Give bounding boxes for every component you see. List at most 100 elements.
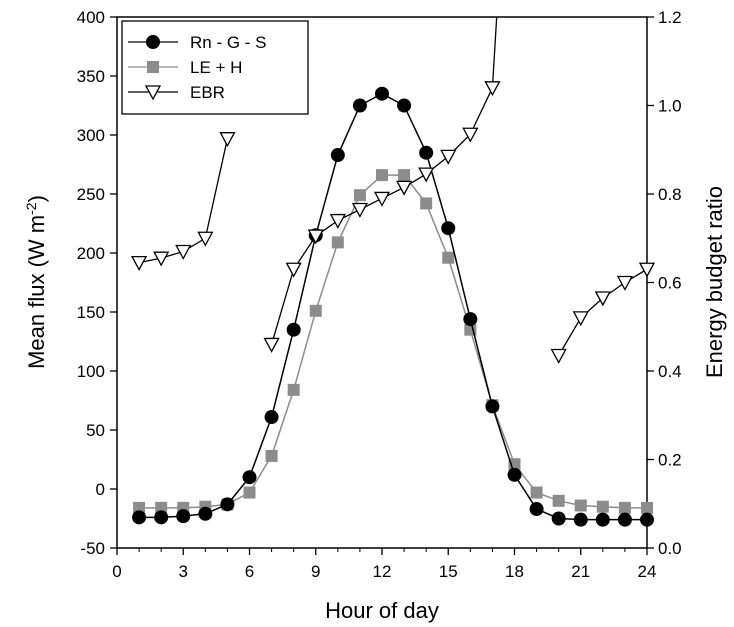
left-y-tick-label-150: 150 (77, 303, 105, 322)
point-le-h (331, 236, 344, 249)
left-y-tick-label-350: 350 (77, 67, 105, 86)
point-rn-g-s (573, 512, 588, 527)
point-rn-g-s (617, 512, 632, 527)
point-ebr (130, 255, 148, 271)
point-ebr (462, 127, 479, 143)
point-le-h (574, 499, 587, 512)
legend-marker-rn (146, 35, 160, 49)
point-rn-g-s (286, 322, 301, 337)
x-tick-label-18: 18 (505, 562, 524, 581)
left-y-tick-label-50: 50 (86, 421, 105, 440)
point-le-h (596, 500, 609, 513)
point-rn-g-s (529, 502, 544, 517)
left-y-axis-ticks: -50 0 50 100 150 200 250 300 350 400 (77, 8, 117, 558)
point-le-h (641, 501, 653, 514)
x-tick-label-6: 6 (245, 562, 254, 581)
x-tick-label-24: 24 (638, 562, 657, 581)
point-rn-g-s (154, 510, 169, 525)
point-ebr (440, 149, 457, 165)
point-rn-g-s (397, 98, 412, 113)
point-rn-g-s (463, 312, 478, 327)
point-ebr (307, 229, 324, 245)
right-y-tick-label-1.0: 1.0 (658, 97, 682, 116)
point-le-h (530, 486, 543, 499)
right-y-tick-label-0.0: 0.0 (658, 539, 682, 558)
x-axis-title: Hour of day (325, 598, 439, 623)
point-le-h (552, 494, 565, 507)
left-y-tick-label--50: -50 (80, 539, 105, 558)
point-rn-g-s (375, 86, 389, 101)
point-ebr (572, 311, 589, 327)
left-y-axis-title-sup: -2 (23, 202, 39, 215)
left-y-axis-title: Mean flux (W m-2) (23, 195, 49, 369)
point-ebr (594, 291, 611, 307)
point-rn-g-s (507, 467, 522, 482)
point-le-h (398, 169, 411, 182)
point-le-h (287, 383, 300, 396)
point-ebr (395, 180, 413, 196)
point-ebr (351, 202, 369, 218)
point-rn-g-s (640, 512, 654, 527)
point-ebr (418, 167, 435, 183)
point-rn-g-s (352, 98, 367, 113)
right-y-tick-label-0.8: 0.8 (658, 185, 682, 204)
point-rn-g-s (419, 145, 434, 160)
x-tick-label-21: 21 (571, 562, 590, 581)
legend-marker-leh (147, 61, 159, 73)
series-layer (130, 17, 656, 527)
point-le-h (133, 501, 146, 514)
x-tick-label-9: 9 (311, 562, 320, 581)
point-ebr (329, 213, 346, 229)
series-line-rn-g-s (139, 92, 647, 521)
point-rn-g-s (242, 470, 257, 485)
point-rn-g-s (330, 148, 345, 163)
x-tick-label-15: 15 (439, 562, 458, 581)
series-line-ebr-0 (138, 138, 229, 264)
x-tick-label-12: 12 (373, 562, 392, 581)
series-line-ebr-2 (558, 268, 647, 356)
right-y-axis-title: Energy budget ratio (702, 186, 727, 378)
left-y-tick-label-400: 400 (77, 8, 105, 27)
point-rn-g-s (198, 506, 213, 521)
right-y-tick-label-0.6: 0.6 (658, 274, 682, 293)
left-y-axis-title-main: Mean flux (W m (24, 215, 49, 369)
point-ebr (638, 262, 656, 278)
series-line-le-h (139, 174, 647, 509)
right-y-axis-ticks: 0.0 0.2 0.4 0.6 0.8 1.0 1.2 (647, 8, 682, 558)
left-y-tick-label-300: 300 (77, 126, 105, 145)
x-tick-label-3: 3 (179, 562, 188, 581)
series-line-ebr-1 (270, 17, 498, 345)
point-rn-g-s (441, 221, 456, 236)
point-le-h (618, 501, 631, 514)
left-y-tick-label-200: 200 (77, 244, 105, 263)
point-le-h (243, 486, 256, 499)
legend: Rn - G - S LE + H EBR (121, 20, 309, 115)
left-y-tick-label-100: 100 (77, 362, 105, 381)
legend-label-rn: Rn - G - S (190, 33, 267, 52)
point-le-h (155, 501, 168, 514)
point-ebr (219, 132, 236, 148)
left-y-tick-label-250: 250 (77, 185, 105, 204)
x-tick-label-0: 0 (112, 562, 121, 581)
point-rn-g-s (485, 399, 500, 414)
point-le-h (376, 169, 388, 182)
point-rn-g-s (264, 410, 279, 425)
point-rn-g-s (176, 509, 191, 524)
point-ebr (616, 275, 634, 291)
point-le-h (442, 251, 455, 264)
right-y-tick-label-1.2: 1.2 (658, 8, 682, 27)
x-axis-ticks: 0 3 6 9 12 15 18 21 24 (112, 548, 656, 581)
legend-marker-ebr (144, 85, 162, 101)
point-le-h (420, 197, 433, 210)
point-le-h (265, 449, 278, 462)
point-rn-g-s (220, 497, 235, 512)
left-y-tick-label-0: 0 (96, 480, 105, 499)
point-rn-g-s (132, 510, 147, 525)
point-le-h (353, 189, 366, 202)
point-ebr (484, 81, 501, 97)
legend-label-leh: LE + H (190, 58, 242, 77)
point-ebr (175, 244, 192, 260)
right-y-tick-label-0.2: 0.2 (658, 451, 682, 470)
left-y-axis-title-close: ) (24, 195, 49, 202)
